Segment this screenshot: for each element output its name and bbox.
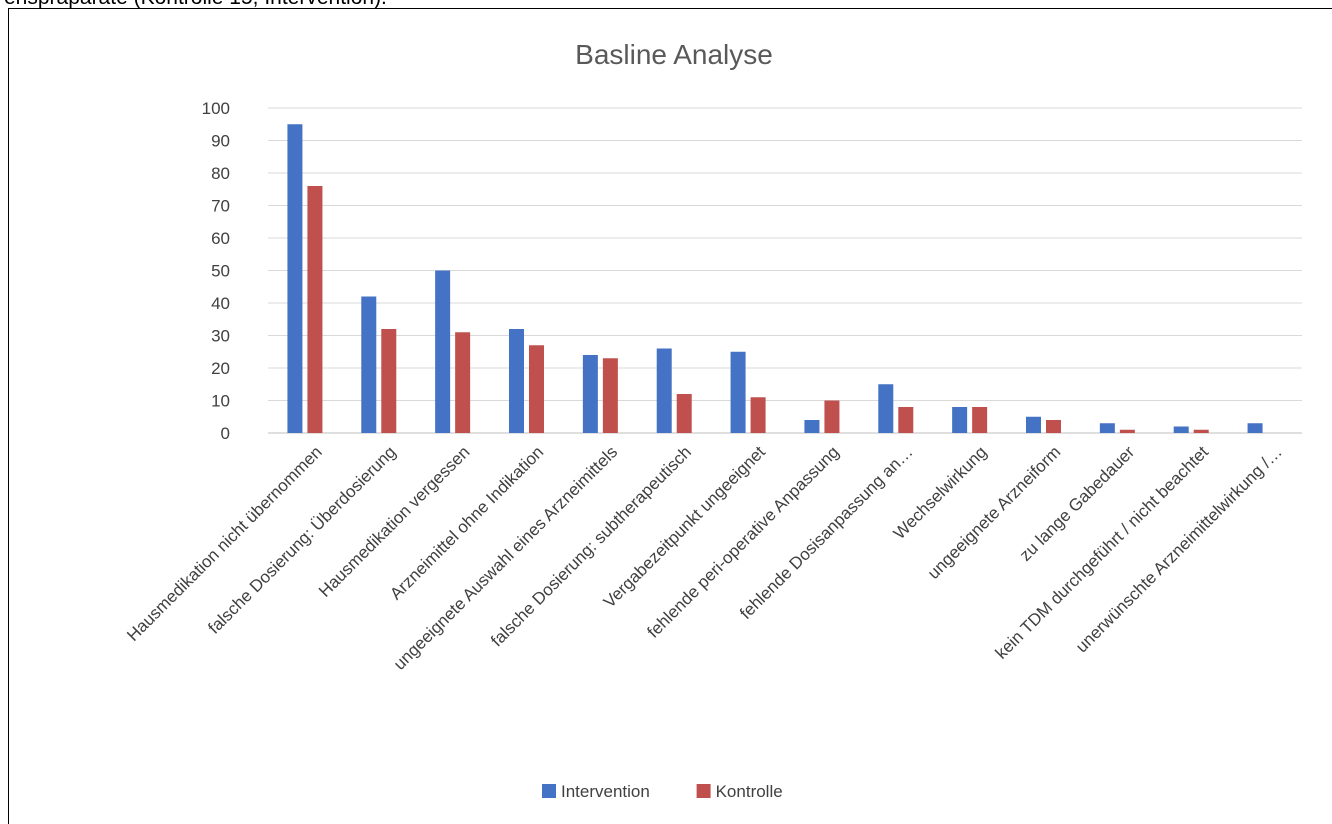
bar-intervention xyxy=(1026,416,1041,433)
bar-intervention xyxy=(1173,426,1189,433)
y-tick-label: 80 xyxy=(211,164,230,183)
y-tick-label: 90 xyxy=(211,132,230,151)
document-text-fragment: enspräparate (Kontrolle 15, Intervention… xyxy=(4,0,387,10)
chart-title: Basline Analyse xyxy=(575,39,773,70)
x-category-label: Arzneimittel ohne Indikation xyxy=(386,442,547,603)
bar-kontrolle xyxy=(307,186,323,433)
bar-kontrolle xyxy=(972,407,988,433)
bar-intervention xyxy=(804,420,820,433)
bar-intervention xyxy=(1099,423,1115,433)
legend-label: Kontrolle xyxy=(716,782,783,801)
x-category-label: Hausmedikation vergessen xyxy=(315,442,473,600)
y-tick-label: 20 xyxy=(211,359,230,378)
y-tick-label: 30 xyxy=(211,327,230,346)
y-tick-label: 100 xyxy=(202,99,230,118)
y-tick-label: 50 xyxy=(211,262,230,281)
bar-intervention xyxy=(287,124,303,433)
bar-intervention xyxy=(582,355,598,433)
bar-kontrolle xyxy=(750,397,766,433)
bar-intervention xyxy=(656,348,672,433)
y-tick-label: 60 xyxy=(211,229,230,248)
bar-kontrolle xyxy=(455,332,471,433)
y-axis-ticks: 0 10 20 30 40 50 60 70 80 90 100 xyxy=(202,99,230,443)
bar-intervention xyxy=(952,407,968,433)
y-tick-label: 0 xyxy=(221,424,230,443)
bar-intervention xyxy=(361,296,377,433)
bar-kontrolle xyxy=(1119,429,1135,433)
bar-kontrolle xyxy=(529,345,544,433)
y-tick-label: 10 xyxy=(211,392,230,411)
legend-swatch xyxy=(542,784,556,798)
y-tick-label: 70 xyxy=(211,197,230,216)
bar-intervention xyxy=(730,351,746,433)
y-tick-label: 40 xyxy=(211,294,230,313)
bar-kontrolle xyxy=(1193,429,1209,433)
bars xyxy=(287,124,1263,433)
legend-swatch xyxy=(696,784,711,798)
legend-label: Intervention xyxy=(561,782,650,801)
bar-kontrolle xyxy=(824,400,840,433)
bar-kontrolle xyxy=(1046,420,1061,433)
bar-kontrolle xyxy=(381,329,397,433)
bar-kontrolle xyxy=(602,358,618,433)
bar-intervention xyxy=(878,384,894,433)
gridlines xyxy=(268,107,1302,434)
x-category-label: ungeeignete Arzneiform xyxy=(924,442,1064,582)
bar-kontrolle xyxy=(898,407,914,433)
bar-intervention xyxy=(1247,423,1263,433)
bar-intervention xyxy=(509,329,524,433)
legend: Intervention Kontrolle xyxy=(542,782,783,801)
bar-kontrolle xyxy=(676,394,692,433)
bar-intervention xyxy=(435,270,451,433)
